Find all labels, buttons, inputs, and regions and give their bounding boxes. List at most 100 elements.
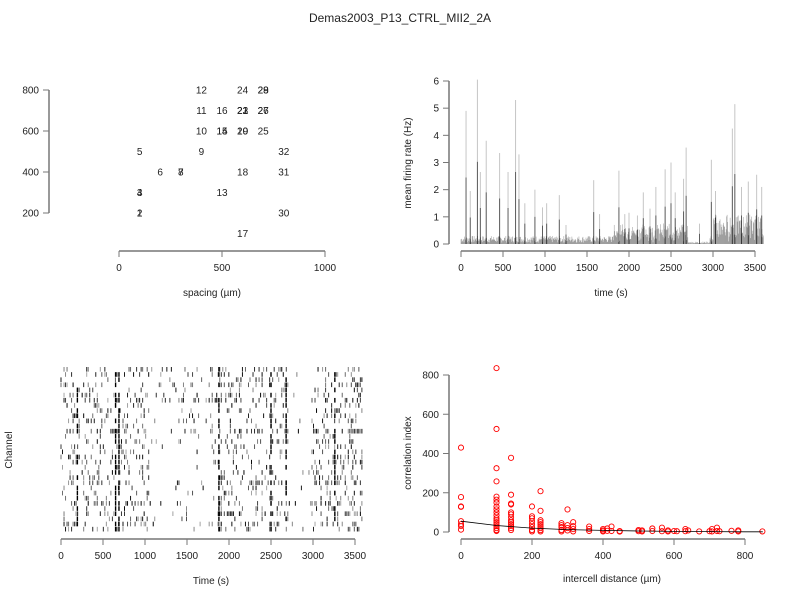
correlation-point xyxy=(457,444,465,451)
spike-raster-x-tick-label: 1000 xyxy=(134,551,157,562)
electrode-label: 29 xyxy=(258,86,270,97)
correlation-point xyxy=(608,527,615,535)
electrode-label: 19 xyxy=(237,127,249,138)
correlation-point xyxy=(537,507,544,514)
electrode-label: 10 xyxy=(196,127,208,138)
electrode-label: 2 xyxy=(137,209,143,220)
correlation-point xyxy=(528,518,536,525)
correlation-point xyxy=(716,528,723,535)
correlation-x-tick-label: 600 xyxy=(666,551,683,562)
electrode-label: 32 xyxy=(278,147,290,158)
correlation-point xyxy=(586,527,593,535)
correlation-point xyxy=(493,465,500,472)
electrode-label: 30 xyxy=(278,209,290,220)
correlation-x-tick-label: 200 xyxy=(524,551,541,562)
electrode-layout-y-tick-label: 600 xyxy=(22,127,39,138)
correlation-point xyxy=(658,524,665,531)
correlation-point xyxy=(570,519,577,526)
spike-raster-x-tick-label: 3500 xyxy=(344,551,367,562)
correlation-xlabel: intercell distance (µm) xyxy=(563,574,661,585)
spike-raster-plot: 0 500 1000 1500 2000 2500 3000 3500 Time (s) Ch… xyxy=(4,367,367,587)
correlation-point xyxy=(493,509,500,516)
correlation-point xyxy=(493,496,500,503)
electrode-label: 13 xyxy=(216,188,228,199)
electrode-label: 1 xyxy=(137,209,143,220)
correlation-point xyxy=(493,519,500,526)
correlation-axes: 0 200 400 600 800 0 200 400 600 800 xyxy=(422,371,753,563)
correlation-point xyxy=(493,503,500,510)
electrode-layout-xlabel: spacing (µm) xyxy=(183,288,241,299)
firing-rate-y-tick-label: 6 xyxy=(433,77,439,88)
correlation-point xyxy=(586,523,593,530)
correlation-fit-line xyxy=(460,520,763,533)
spike-raster-marks xyxy=(60,367,363,532)
spike-raster-x-tick-label: 2500 xyxy=(260,551,283,562)
correlation-point xyxy=(508,525,515,532)
firing-rate-x-tick-label: 2000 xyxy=(618,263,641,274)
electrode-label: 6 xyxy=(157,168,163,179)
correlation-point xyxy=(493,527,500,535)
correlation-point xyxy=(528,521,536,528)
correlation-point xyxy=(528,528,536,535)
correlation-point xyxy=(564,506,571,513)
firing-rate-y-tick-label: 1 xyxy=(433,212,439,223)
correlation-point xyxy=(508,491,515,498)
correlation-point xyxy=(570,526,577,533)
firing-rate-axes: 0 500 1000 1500 2000 2500 3000 3500 0 1 2 3 4 5 6 xyxy=(433,77,766,275)
correlation-point xyxy=(713,527,721,535)
electrode-layout-y-tick-label: 800 xyxy=(22,86,39,97)
firing-rate-y-tick-label: 4 xyxy=(433,131,439,142)
correlation-point xyxy=(558,520,565,527)
electrode-label: 8 xyxy=(178,168,184,179)
electrode-layout-axes: 0 500 1000 200 400 600 800 xyxy=(22,86,336,275)
correlation-point xyxy=(537,488,544,495)
correlation-point xyxy=(493,365,500,372)
correlation-point xyxy=(599,528,607,535)
correlation-point xyxy=(508,517,515,524)
figure-title: Demas2003_P13_CTRL_MII2_2A xyxy=(309,11,491,25)
correlation-y-tick-label: 600 xyxy=(422,410,439,421)
correlation-point xyxy=(616,528,623,535)
correlation-point xyxy=(493,517,500,524)
correlation-point xyxy=(508,526,515,534)
electrode-label: 23 xyxy=(237,106,249,117)
firing-rate-x-tick-label: 1000 xyxy=(534,263,557,274)
electrode-label: 9 xyxy=(199,147,205,158)
spike-raster-x-tick-label: 1500 xyxy=(176,551,199,562)
correlation-y-tick-label: 200 xyxy=(422,488,439,499)
correlation-x-tick-label: 800 xyxy=(737,551,754,562)
firing-rate-xlabel: time (s) xyxy=(594,288,627,299)
electrode-label: 24 xyxy=(237,86,249,97)
firing-rate-y-tick-label: 3 xyxy=(433,158,439,169)
firing-rate-x-tick-label: 3000 xyxy=(702,263,725,274)
firing-rate-x-tick-label: 500 xyxy=(495,263,512,274)
correlation-point xyxy=(537,519,544,526)
correlation-point xyxy=(564,525,571,532)
electrode-layout-x-tick-label: 500 xyxy=(214,263,231,274)
correlation-point xyxy=(493,506,500,513)
correlation-x-tick-label: 0 xyxy=(458,551,464,562)
firing-rate-x-tick-label: 1500 xyxy=(576,263,599,274)
electrode-label: 31 xyxy=(278,168,290,179)
electrode-label: 4 xyxy=(137,188,143,199)
firing-rate-y-tick-label: 2 xyxy=(433,185,439,196)
firing-rate-x-tick-label: 3500 xyxy=(744,263,767,274)
correlation-point xyxy=(564,527,571,534)
spike-raster-x-tick-label: 3000 xyxy=(302,551,325,562)
correlation-point xyxy=(457,526,465,533)
correlation-points xyxy=(457,365,766,535)
correlation-point xyxy=(508,454,515,461)
electrode-label: 5 xyxy=(137,147,143,158)
firing-rate-ylabel: mean firing rate (Hz) xyxy=(403,117,414,208)
correlation-point xyxy=(508,501,515,508)
electrode-layout-y-tick-label: 400 xyxy=(22,168,39,179)
correlation-point xyxy=(728,527,735,534)
electrode-label: 12 xyxy=(196,86,208,97)
firing-rate-x-tick-label: 2500 xyxy=(660,263,683,274)
electrode-label: 21 xyxy=(237,106,249,117)
correlation-point xyxy=(493,499,500,506)
correlation-x-tick-label: 400 xyxy=(595,551,612,562)
